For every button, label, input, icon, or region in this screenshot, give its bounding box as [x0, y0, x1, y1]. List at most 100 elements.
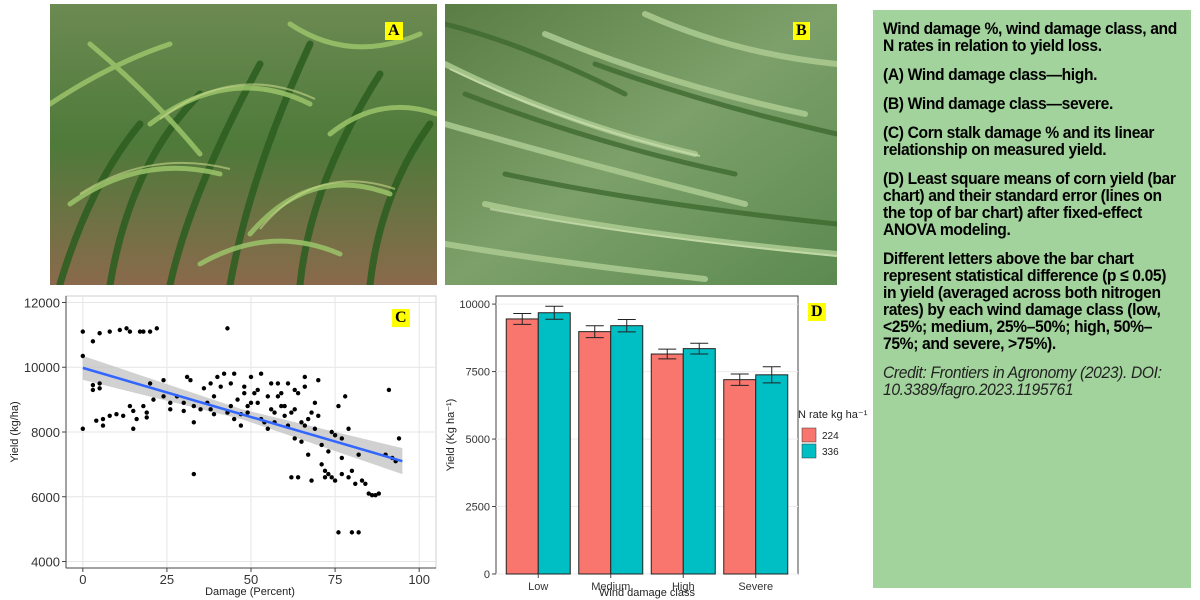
data-point — [359, 478, 365, 483]
data-point — [144, 415, 149, 420]
data-point — [295, 390, 301, 396]
data-point — [316, 377, 321, 383]
data-point — [198, 407, 203, 412]
bar-336 — [610, 325, 644, 575]
data-point — [248, 400, 254, 406]
data-point — [228, 403, 234, 409]
data-point — [309, 478, 314, 483]
data-point — [329, 475, 334, 480]
data-point — [346, 426, 351, 431]
data-point — [289, 410, 294, 415]
y-tick-label: 2500 — [466, 502, 490, 514]
bar-224 — [505, 318, 539, 575]
legend-label-336: 336 — [822, 447, 839, 458]
legend-label-224: 224 — [822, 431, 839, 442]
plot-c-ticks: 0 25 50 75 100 4000 6000 8000 10000 12000 — [24, 295, 436, 587]
data-point — [107, 413, 112, 419]
data-point — [299, 439, 304, 444]
plot-c-xlabel: Damage (Percent) — [205, 586, 295, 598]
data-point — [369, 492, 375, 498]
data-point — [124, 326, 129, 331]
plot-c-ylabel: Yield (kg/ha) — [9, 401, 21, 462]
data-point — [346, 475, 351, 480]
data-point — [299, 420, 304, 425]
x-tick-label: 0 — [79, 572, 86, 587]
data-point — [279, 403, 284, 409]
data-point — [231, 371, 237, 376]
photo-a — [50, 4, 437, 285]
data-point — [137, 329, 143, 334]
x-tick-label: 75 — [328, 572, 342, 587]
data-point — [127, 403, 133, 409]
data-point — [97, 381, 102, 386]
data-point — [201, 386, 207, 391]
data-point — [242, 390, 247, 396]
y-tick-label: 12000 — [24, 295, 60, 310]
data-point — [292, 387, 297, 393]
data-point — [100, 423, 106, 428]
data-point — [168, 407, 173, 412]
plot-d-bars — [505, 305, 789, 575]
data-point — [181, 400, 186, 406]
bar-336 — [537, 312, 571, 575]
data-point — [161, 394, 166, 399]
data-point — [326, 449, 331, 454]
data-point — [218, 384, 223, 389]
panel-label-a: A — [385, 22, 403, 40]
data-point — [275, 381, 281, 386]
data-point — [94, 418, 99, 423]
data-point — [292, 407, 297, 412]
data-point — [302, 384, 308, 389]
data-point — [97, 331, 102, 336]
bar-336 — [755, 374, 789, 575]
data-point — [127, 329, 133, 334]
data-point — [312, 400, 318, 406]
data-point — [184, 374, 190, 380]
data-point — [322, 468, 328, 474]
y-tick-label: 10000 — [459, 299, 490, 311]
data-point — [316, 413, 321, 419]
data-point — [356, 530, 361, 535]
data-point — [268, 407, 274, 412]
data-point — [255, 400, 260, 406]
x-tick-label: 50 — [244, 572, 258, 587]
caption-d: (D) Least square means of corn yield (ba… — [883, 169, 1176, 239]
data-point — [309, 410, 314, 415]
data-point — [386, 387, 392, 393]
data-point — [322, 475, 328, 480]
data-point — [289, 475, 294, 480]
data-point — [114, 411, 119, 417]
data-point — [332, 478, 338, 483]
panel-label-c: C — [392, 309, 410, 327]
plot-c-points — [80, 326, 402, 535]
data-point — [231, 416, 237, 422]
data-point — [282, 413, 287, 419]
data-point — [97, 386, 102, 391]
data-point — [268, 381, 274, 386]
data-point — [208, 381, 213, 386]
y-tick-label: 6000 — [31, 490, 60, 505]
data-point — [141, 403, 146, 409]
y-tick-label: 8000 — [31, 425, 60, 440]
y-tick-label: 4000 — [31, 555, 60, 570]
data-point — [80, 353, 86, 359]
data-point — [235, 397, 240, 402]
x-tick-label: Low — [528, 581, 548, 593]
bar-224 — [723, 379, 757, 575]
data-point — [151, 397, 156, 402]
data-point — [366, 491, 371, 496]
data-point — [282, 403, 287, 409]
caption-b: (B) Wind damage class—severe. — [883, 94, 1113, 113]
legend-title: N rate kg ha⁻¹ — [798, 409, 868, 421]
data-point — [376, 491, 382, 496]
data-point — [134, 416, 139, 422]
data-point — [90, 387, 96, 393]
data-point — [255, 387, 260, 393]
data-point — [225, 326, 230, 331]
y-tick-label: 5000 — [466, 434, 490, 446]
data-point — [90, 339, 96, 344]
caption-c: (C) Corn stalk damage % and its linear r… — [883, 123, 1155, 159]
y-tick-label: 7500 — [466, 367, 490, 379]
data-point — [302, 423, 308, 428]
data-point — [238, 423, 244, 428]
